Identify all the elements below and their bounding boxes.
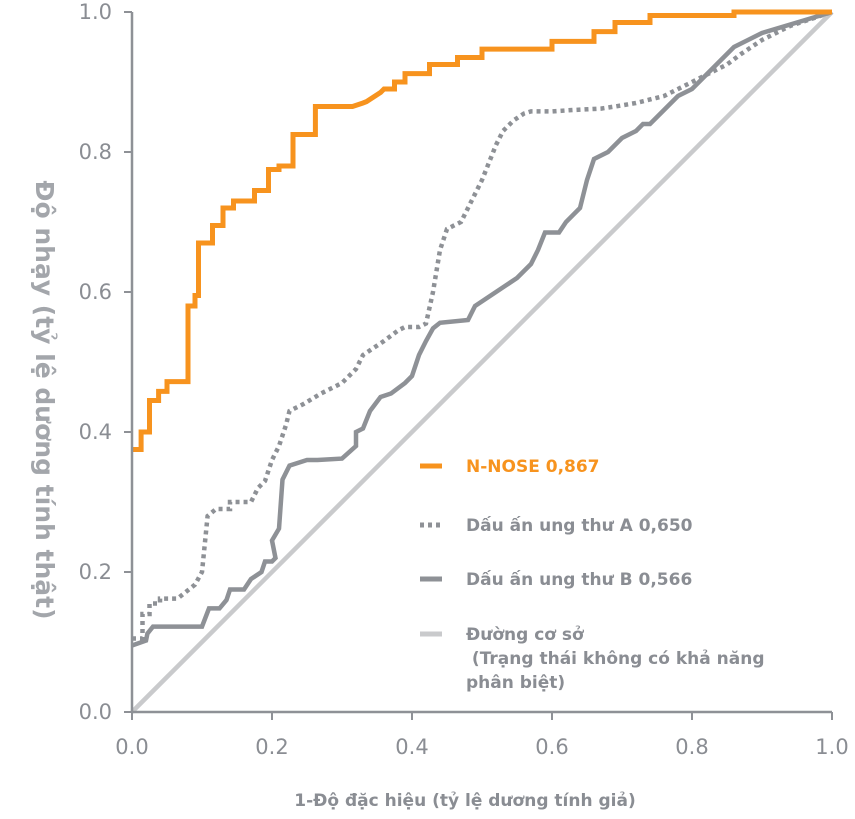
legend: N-NOSE 0,867 Dấu ấn ung thư A 0,650 Dấu ấn… (420, 457, 765, 693)
legend-label-3: phân biệt) (466, 673, 565, 693)
x-tick-label: 0.8 (675, 735, 708, 759)
series-line-0 (132, 9, 832, 452)
x-tick-label: 0.4 (395, 735, 428, 759)
y-tick-label: 0.4 (79, 420, 112, 444)
x-tick-label: 0.2 (255, 735, 288, 759)
y-tick-label: 0.2 (79, 560, 112, 584)
legend-label-3: (Trạng thái không có khả năng (466, 649, 765, 669)
y-axis-label: Độ nhạy (tỷ lệ dương tính thật) (30, 181, 59, 620)
y-tick-label: 0.8 (79, 140, 112, 164)
legend-label-2: Dấu ấn ung thư B 0,566 (466, 569, 692, 590)
x-tick-label: 0.0 (115, 735, 148, 759)
axes-layer (130, 12, 832, 714)
legend-label-1: Dấu ấn ung thư A 0,650 (466, 515, 693, 536)
x-tick-label: 1.0 (815, 735, 848, 759)
y-tick-label: 0.0 (79, 700, 112, 724)
series-line-3 (130, 10, 834, 714)
series-layer (130, 9, 834, 714)
legend-label-0: N-NOSE 0,867 (466, 457, 600, 477)
series-line-2 (131, 9, 833, 648)
y-tick-label: 0.6 (79, 280, 112, 304)
y-tick-label: 1.0 (79, 0, 112, 24)
x-tick-label: 0.6 (535, 735, 568, 759)
legend-label-3: Đường cơ sở (466, 625, 585, 645)
ticks-layer: 0.0 0.2 0.4 0.6 0.8 1.0 0.0 0.2 0.4 0.6 0.8 1.0 (79, 0, 849, 759)
series-line-1 (132, 9, 833, 641)
x-axis-label: 1-Độ đặc hiệu (tỷ lệ dương tính giả) (294, 791, 635, 811)
